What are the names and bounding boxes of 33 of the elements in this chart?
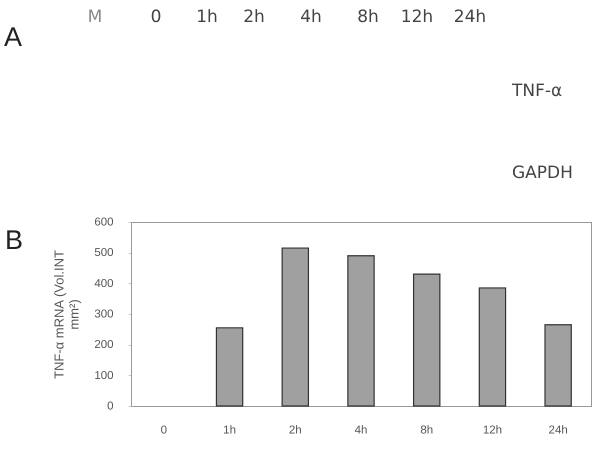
text: B [5, 225, 24, 255]
x-tick-label: 1h [223, 424, 236, 436]
text: A [4, 22, 22, 52]
x-tick-label: 12h [482, 424, 502, 436]
x-tick-label: 24h [548, 424, 568, 436]
text: 0 [150, 7, 162, 27]
bar [347, 255, 375, 407]
y-tick-label: 600 [94, 216, 114, 228]
y-tick-label: 300 [94, 308, 114, 320]
bar [412, 274, 440, 407]
x-tick-label: 0 [160, 424, 168, 436]
y-tick-label: 400 [94, 278, 114, 290]
text: TNF-α [511, 81, 562, 101]
y-tick-label: 100 [94, 370, 114, 382]
bar [282, 247, 310, 407]
y-axis-title: TNF-α mRNA (Vol.INT mm²) [51, 250, 82, 379]
text: 4h [300, 7, 322, 27]
text: 2h [243, 7, 265, 27]
x-tick-label: 2h [288, 424, 302, 436]
y-tick-label: 200 [94, 339, 114, 352]
x-tick-label: 8h [420, 424, 434, 436]
text: M [88, 7, 102, 27]
y-tick-label: 500 [94, 247, 114, 260]
y-tick-label: 0 [107, 400, 114, 412]
bar [216, 327, 244, 407]
text: 24h [454, 7, 486, 27]
x-tick-label: 4h [354, 424, 368, 436]
text: 1h [196, 7, 218, 27]
text: 12h [400, 7, 434, 27]
bar [478, 287, 506, 407]
text: 8h [357, 7, 379, 27]
bar [544, 324, 572, 407]
text: GAPDH [512, 163, 573, 183]
